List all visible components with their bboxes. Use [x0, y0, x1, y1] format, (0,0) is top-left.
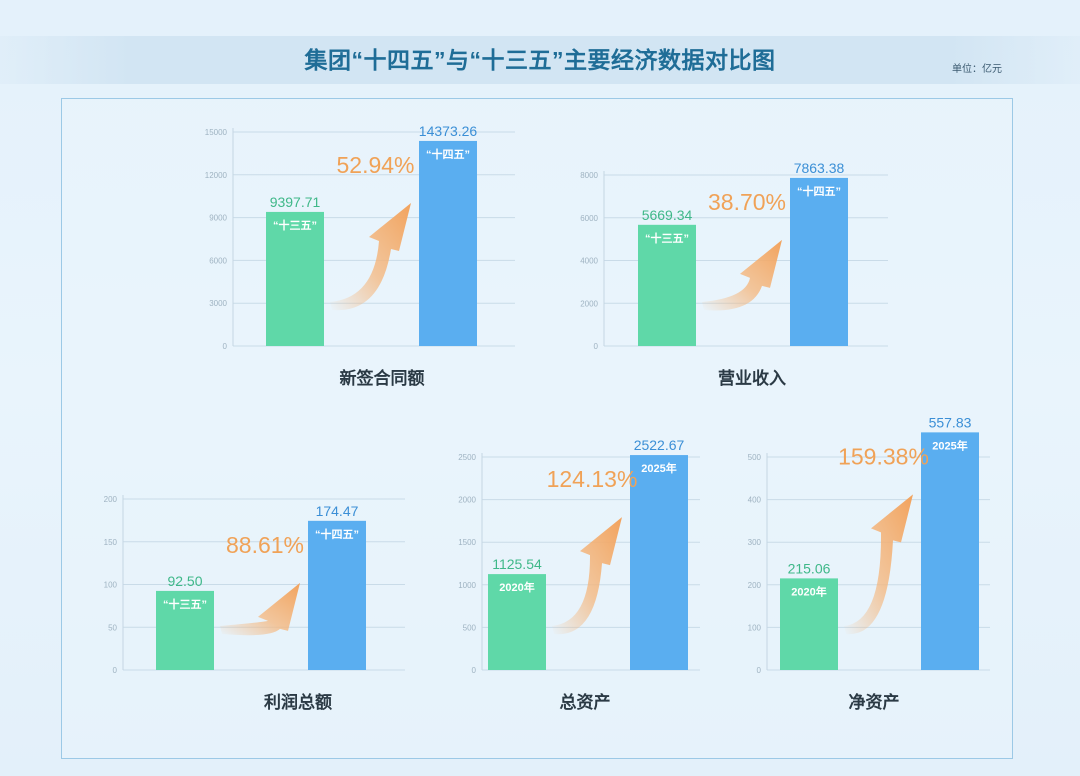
value-label: 9397.71	[270, 194, 321, 210]
y-tick-label: 500	[748, 453, 762, 462]
y-tick-label: 400	[748, 496, 762, 505]
bar-new	[790, 177, 848, 346]
y-tick-label: 6000	[580, 214, 598, 223]
y-tick-label: 200	[748, 581, 762, 590]
y-tick-label: 8000	[580, 171, 598, 180]
value-label: 7863.38	[794, 160, 845, 176]
growth-arrow	[702, 239, 782, 311]
value-label: 14373.26	[419, 123, 478, 139]
unit-label: 单位：亿元	[952, 64, 1002, 75]
y-tick-label: 100	[748, 623, 762, 632]
page-title: 集团“十四五”与“十三五”主要经济数据对比图	[304, 47, 776, 73]
chart-title: 利润总额	[264, 692, 332, 712]
y-tick-label: 3000	[209, 299, 227, 308]
value-label: 5669.34	[642, 207, 693, 223]
chart-title: 新签合同额	[340, 368, 425, 388]
y-tick-label: 6000	[209, 256, 227, 265]
chart-title: 总资产	[560, 692, 611, 712]
bar-category-label: 2020年	[791, 584, 826, 598]
growth-percentage: 159.38%	[838, 443, 929, 469]
bar-old	[638, 224, 696, 346]
y-tick-label: 0	[757, 666, 762, 675]
y-tick-label: 100	[104, 581, 118, 590]
bar-new	[308, 520, 366, 670]
title-band	[0, 36, 1080, 84]
chart-title: 净资产	[849, 692, 900, 712]
chart-1: 0 3000 6000 9000 12000 15000 9397.71 “十三五” 14373…	[205, 123, 515, 388]
bar-old	[156, 590, 214, 670]
bar-category-label: 2025年	[641, 461, 676, 475]
y-tick-label: 12000	[205, 171, 228, 180]
y-tick-label: 50	[108, 623, 117, 632]
y-tick-label: 0	[113, 666, 118, 675]
value-label: 2522.67	[634, 437, 685, 453]
bar-old	[780, 578, 838, 670]
growth-arrow	[220, 582, 300, 636]
y-tick-label: 4000	[580, 257, 598, 266]
y-tick-label: 9000	[209, 214, 227, 223]
bar-category-label: “十三五”	[273, 218, 317, 232]
y-tick-label: 2500	[458, 453, 476, 462]
bar-new	[630, 455, 688, 670]
value-label: 174.47	[316, 503, 359, 519]
value-label: 215.06	[788, 560, 831, 576]
chart-title: 营业收入	[718, 368, 786, 388]
chart-2: 0 2000 4000 6000 8000 5669.34 “十三五” 7863.38 “十四五…	[580, 160, 888, 388]
y-tick-label: 500	[463, 623, 477, 632]
y-tick-label: 1500	[458, 538, 476, 547]
y-tick-label: 0	[594, 342, 599, 351]
bar-old	[488, 574, 546, 670]
bar-category-label: “十四五”	[315, 527, 359, 541]
y-tick-label: 2000	[580, 299, 598, 308]
y-tick-label: 300	[748, 538, 762, 547]
bar-category-label: “十四五”	[426, 147, 470, 161]
bar-category-label: “十四五”	[797, 184, 841, 198]
chart-5: 0 100 200 300 400 500 215.06 2020年 557.83 2025年15…	[748, 414, 990, 712]
bar-new	[419, 140, 477, 346]
growth-arrow	[552, 517, 622, 635]
bar-category-label: 2020年	[499, 580, 534, 594]
chart-4: 0 500 1000 1500 2000 2500 1125.54 2020年 2522.67 2…	[458, 437, 700, 712]
y-tick-label: 2000	[458, 496, 476, 505]
bar-old	[266, 211, 324, 346]
y-tick-label: 0	[223, 342, 228, 351]
growth-percentage: 52.94%	[336, 152, 414, 178]
y-tick-label: 200	[104, 495, 118, 504]
y-tick-label: 1000	[458, 581, 476, 590]
y-tick-label: 150	[104, 538, 118, 547]
bar-category-label: “十三五”	[645, 231, 689, 245]
growth-arrow	[844, 494, 913, 635]
bar-category-label: 2025年	[932, 438, 967, 452]
y-tick-label: 15000	[205, 128, 228, 137]
value-label: 92.50	[167, 573, 202, 589]
value-label: 557.83	[929, 414, 972, 430]
value-label: 1125.54	[492, 556, 542, 572]
y-tick-label: 0	[472, 666, 477, 675]
bar-category-label: “十三五”	[163, 597, 207, 611]
growth-percentage: 38.70%	[708, 189, 786, 215]
growth-percentage: 88.61%	[226, 532, 304, 558]
bar-new	[921, 432, 979, 670]
growth-percentage: 124.13%	[547, 466, 638, 492]
growth-arrow	[330, 202, 411, 311]
chart-3: 0 50 100 150 200 92.50 “十三五” 174.47 “十四五” 88.61% 利…	[104, 495, 405, 712]
